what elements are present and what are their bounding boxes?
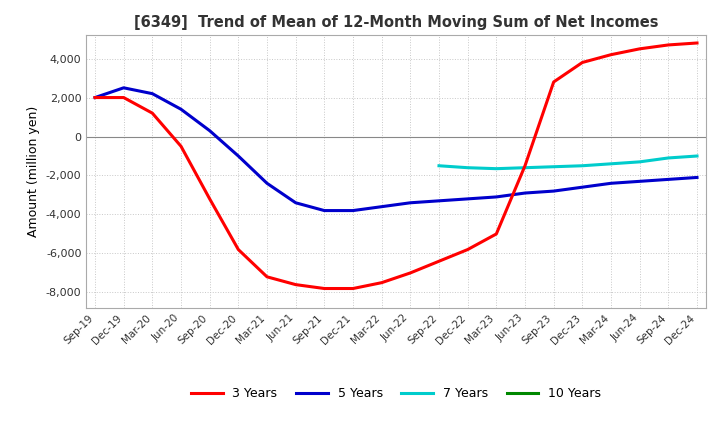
5 Years <box>234 154 243 159</box>
7 Years <box>578 163 587 169</box>
5 Years <box>348 208 357 213</box>
3 Years <box>549 79 558 84</box>
5 Years <box>521 191 529 196</box>
5 Years <box>464 196 472 202</box>
5 Years <box>549 188 558 194</box>
3 Years <box>664 42 672 48</box>
7 Years <box>464 165 472 170</box>
3 Years <box>578 60 587 65</box>
7 Years <box>521 165 529 170</box>
5 Years <box>377 204 386 209</box>
5 Years <box>176 106 185 112</box>
5 Years <box>492 194 500 200</box>
Y-axis label: Amount (million yen): Amount (million yen) <box>27 106 40 237</box>
5 Years <box>635 179 644 184</box>
3 Years <box>205 196 214 202</box>
3 Years <box>406 270 415 275</box>
3 Years <box>263 274 271 279</box>
5 Years <box>435 198 444 203</box>
Legend: 3 Years, 5 Years, 7 Years, 10 Years: 3 Years, 5 Years, 7 Years, 10 Years <box>186 382 606 405</box>
5 Years <box>263 181 271 186</box>
7 Years <box>492 166 500 171</box>
5 Years <box>406 200 415 205</box>
5 Years <box>664 177 672 182</box>
Line: 7 Years: 7 Years <box>439 156 697 169</box>
3 Years <box>148 110 157 116</box>
5 Years <box>91 95 99 100</box>
3 Years <box>120 95 128 100</box>
3 Years <box>176 143 185 149</box>
7 Years <box>635 159 644 165</box>
7 Years <box>693 154 701 159</box>
5 Years <box>148 91 157 96</box>
3 Years <box>292 282 300 287</box>
3 Years <box>464 247 472 252</box>
3 Years <box>91 95 99 100</box>
5 Years <box>292 200 300 205</box>
3 Years <box>348 286 357 291</box>
5 Years <box>205 128 214 133</box>
5 Years <box>578 184 587 190</box>
7 Years <box>607 161 616 166</box>
3 Years <box>377 280 386 285</box>
3 Years <box>492 231 500 237</box>
7 Years <box>664 155 672 161</box>
3 Years <box>521 163 529 169</box>
Line: 3 Years: 3 Years <box>95 43 697 289</box>
5 Years <box>693 175 701 180</box>
5 Years <box>607 181 616 186</box>
Title: [6349]  Trend of Mean of 12-Month Moving Sum of Net Incomes: [6349] Trend of Mean of 12-Month Moving … <box>134 15 658 30</box>
5 Years <box>320 208 328 213</box>
5 Years <box>120 85 128 91</box>
3 Years <box>635 46 644 51</box>
Line: 5 Years: 5 Years <box>95 88 697 211</box>
3 Years <box>435 259 444 264</box>
3 Years <box>320 286 328 291</box>
7 Years <box>435 163 444 169</box>
7 Years <box>549 164 558 169</box>
3 Years <box>607 52 616 57</box>
3 Years <box>693 40 701 46</box>
3 Years <box>234 247 243 252</box>
